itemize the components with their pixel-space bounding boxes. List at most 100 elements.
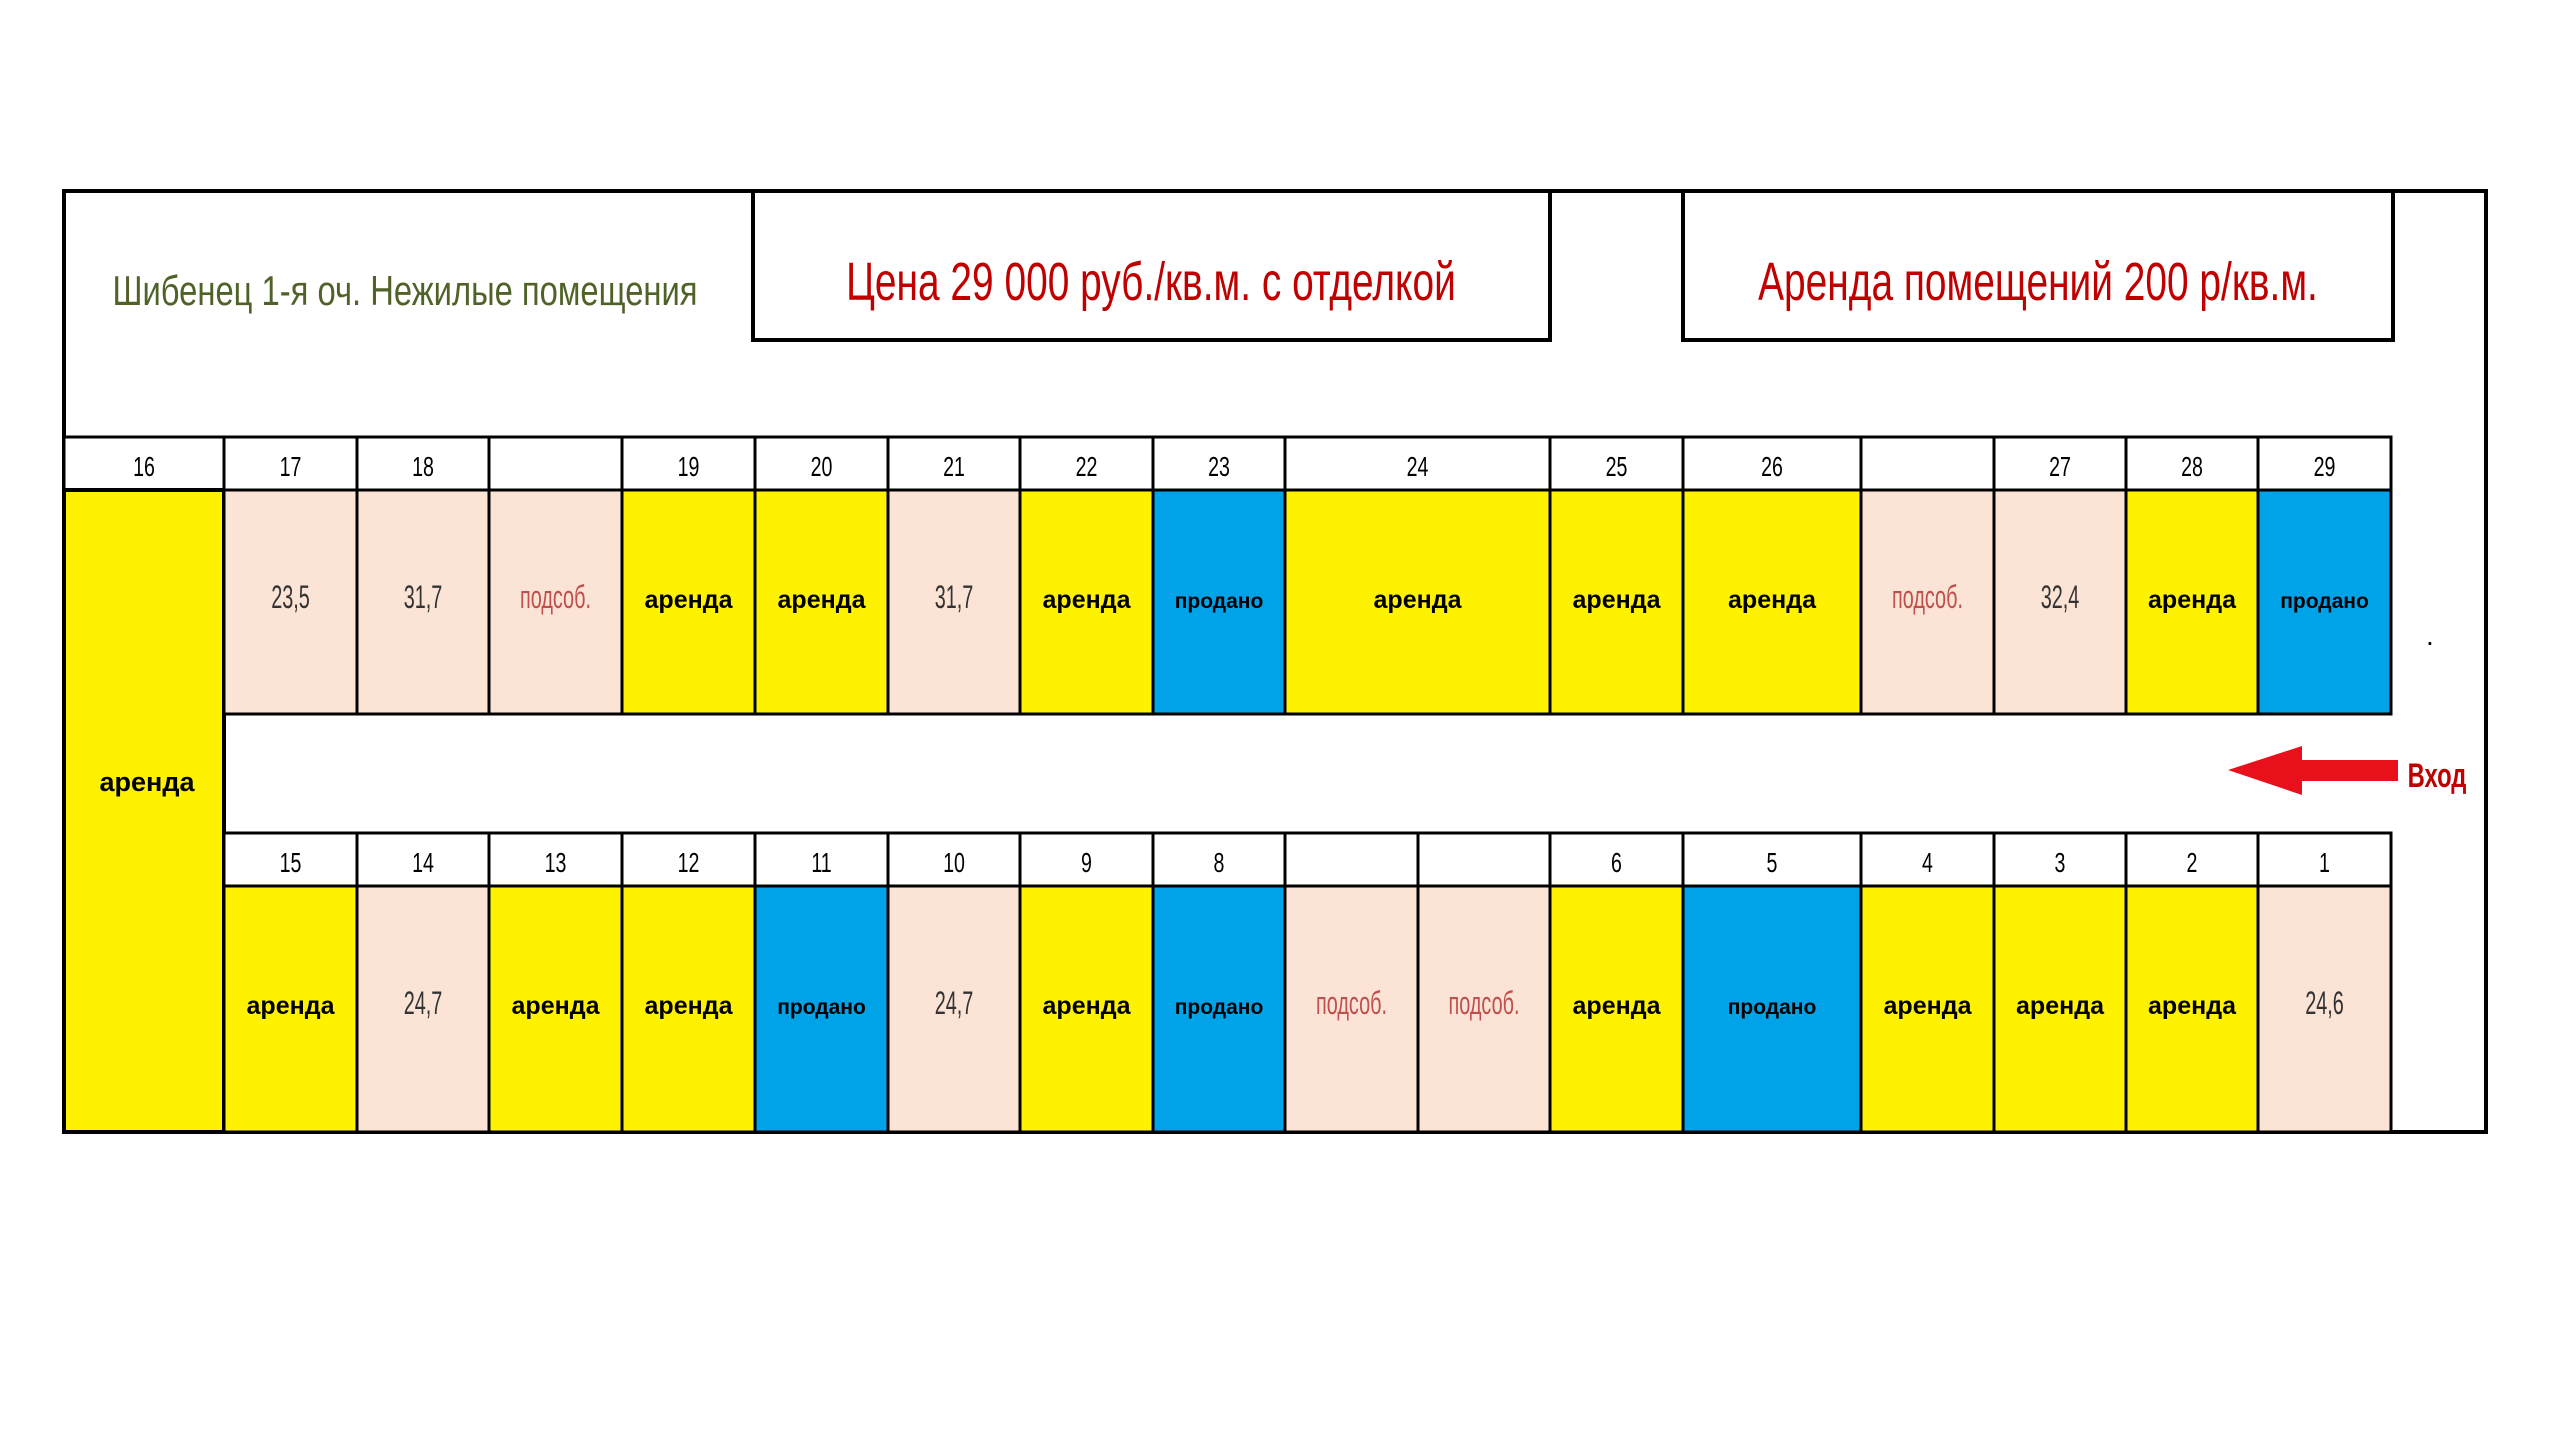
price-label: Цена 29 000 руб./кв.м. с отделкой xyxy=(846,251,1456,312)
bottom-unit-10-unit xyxy=(1548,884,1685,1134)
bottom-unit-12-number: 4 xyxy=(1922,848,1933,879)
top-unit-6-number: 22 xyxy=(1076,452,1098,483)
top-row-units: 17 23,5 18 31,7 подсоб. 19 аренда 20 аренда 21 31,… xyxy=(222,435,2393,716)
bottom-unit-4-number: 11 xyxy=(811,848,831,879)
stray-dot: . xyxy=(2426,620,2434,651)
top-unit-4-unit xyxy=(753,488,890,716)
bottom-unit-7-status: продано xyxy=(1175,996,1264,1019)
top-unit-5-number: 21 xyxy=(943,452,965,483)
bottom-unit-8-unit xyxy=(1283,884,1420,1134)
bottom-unit-6-number: 9 xyxy=(1081,848,1092,879)
bottom-unit-11-status: продано xyxy=(1728,996,1817,1019)
bottom-unit-13-number-cell xyxy=(1992,831,2128,888)
bottom-unit-11-number: 5 xyxy=(1767,848,1778,879)
price-box xyxy=(751,189,1552,342)
bottom-row-units: 15аренда1424,713аренда12аренда11продано1… xyxy=(222,831,2393,1134)
rent-box xyxy=(1681,189,2395,342)
bottom-unit-8-number-cell xyxy=(1283,831,1420,888)
top-unit-11-status: подсоб. xyxy=(1892,579,1963,615)
bottom-unit-7-number-cell xyxy=(1151,831,1287,888)
top-unit-11-number-cell xyxy=(1859,435,1996,492)
top-unit-9-status: аренда xyxy=(1573,586,1662,614)
top-unit-3-status: аренда xyxy=(645,586,734,614)
top-unit-3-number-cell xyxy=(620,435,757,492)
top-unit-8-unit xyxy=(1283,488,1552,716)
top-unit-6-unit xyxy=(1018,488,1155,716)
bottom-unit-1-status: 24,7 xyxy=(404,985,443,1021)
top-unit-7-number: 23 xyxy=(1208,452,1230,483)
top-unit-14-unit xyxy=(2256,488,2393,716)
unit-16-status: аренда xyxy=(100,767,196,797)
top-unit-10-number: 26 xyxy=(1761,452,1783,483)
top-unit-0-unit xyxy=(222,488,359,716)
top-unit-12-number-cell xyxy=(1992,435,2128,492)
top-unit-0-number: 17 xyxy=(280,452,302,483)
top-unit-13-number: 28 xyxy=(2181,452,2203,483)
top-unit-5-unit xyxy=(886,488,1022,716)
bottom-unit-10-status: аренда xyxy=(1573,992,1662,1020)
bottom-unit-1-unit xyxy=(355,884,491,1134)
bottom-unit-9-unit xyxy=(1416,884,1552,1134)
plan-title: Шибенец 1-я оч. Нежилые помещения xyxy=(112,267,697,314)
bottom-unit-2-status: аренда xyxy=(512,992,601,1020)
top-unit-12-unit xyxy=(1992,488,2128,716)
bottom-unit-12-status: аренда xyxy=(1884,992,1973,1020)
top-unit-13-unit xyxy=(2124,488,2260,716)
top-unit-14-status: продано xyxy=(2280,590,2369,613)
top-unit-12-status: 32,4 xyxy=(2041,579,2080,615)
top-unit-0-status: 23,5 xyxy=(271,579,310,615)
bottom-unit-14-number: 2 xyxy=(2187,848,2198,879)
top-unit-1-number: 18 xyxy=(412,452,434,483)
top-unit-14-number: 29 xyxy=(2314,452,2336,483)
bottom-unit-14-status: аренда xyxy=(2148,992,2237,1020)
top-unit-1-unit xyxy=(355,488,491,716)
top-unit-2-unit xyxy=(487,488,624,716)
bottom-unit-7-number: 8 xyxy=(1214,848,1225,879)
top-unit-9-unit xyxy=(1548,488,1685,716)
bottom-unit-9-status: подсоб. xyxy=(1449,985,1520,1021)
bottom-unit-1-number: 14 xyxy=(412,848,434,879)
bottom-unit-0-number: 15 xyxy=(280,848,302,879)
bottom-unit-5-number: 10 xyxy=(943,848,965,879)
top-unit-4-number-cell xyxy=(753,435,890,492)
bottom-unit-9-number-cell xyxy=(1416,831,1552,888)
bottom-unit-3-status: аренда xyxy=(645,992,734,1020)
bottom-unit-5-unit xyxy=(886,884,1022,1134)
top-unit-3-number: 19 xyxy=(678,452,700,483)
bottom-unit-12-unit xyxy=(1859,884,1996,1134)
bottom-unit-5-status: 24,7 xyxy=(935,985,974,1021)
bottom-unit-3-number: 12 xyxy=(678,848,700,879)
unit-16 xyxy=(62,488,226,1134)
bottom-unit-15-unit xyxy=(2256,884,2393,1134)
top-unit-10-status: аренда xyxy=(1728,586,1817,614)
top-unit-7-unit xyxy=(1151,488,1287,716)
top-unit-0-number-cell xyxy=(222,435,359,492)
top-unit-10-number-cell xyxy=(1681,435,1863,492)
top-unit-1-status: 31,7 xyxy=(404,579,443,615)
bottom-unit-15-number-cell xyxy=(2256,831,2393,888)
top-unit-3-unit xyxy=(620,488,757,716)
top-unit-1-number-cell xyxy=(355,435,491,492)
top-unit-9-number: 25 xyxy=(1606,452,1628,483)
unit-16-number: 16 xyxy=(133,452,155,483)
entrance-arrow-icon xyxy=(2228,746,2398,795)
bottom-unit-11-unit xyxy=(1681,884,1863,1134)
bottom-unit-4-status: продано xyxy=(777,996,866,1019)
bottom-unit-2-number: 13 xyxy=(545,848,567,879)
bottom-unit-0-status: аренда xyxy=(247,992,336,1020)
bottom-unit-13-status: аренда xyxy=(2016,992,2105,1020)
entrance-label: Вход xyxy=(2408,757,2467,795)
bottom-unit-12-number-cell xyxy=(1859,831,1996,888)
top-unit-7-status: продано xyxy=(1175,590,1264,613)
bottom-unit-13-unit xyxy=(1992,884,2128,1134)
bottom-unit-6-number-cell xyxy=(1018,831,1155,888)
top-unit-4-number: 20 xyxy=(811,452,833,483)
top-unit-6-status: аренда xyxy=(1043,586,1132,614)
top-unit-12-number: 27 xyxy=(2049,452,2071,483)
bottom-unit-7-unit xyxy=(1151,884,1287,1134)
top-unit-5-status: 31,7 xyxy=(935,579,974,615)
bottom-unit-15-number: 1 xyxy=(2319,848,2330,879)
rent-price-label: Аренда помещений 200 р/кв.м. xyxy=(1758,251,2318,312)
bottom-unit-15-status: 24,6 xyxy=(2305,985,2344,1021)
top-unit-13-status: аренда xyxy=(2148,586,2237,614)
